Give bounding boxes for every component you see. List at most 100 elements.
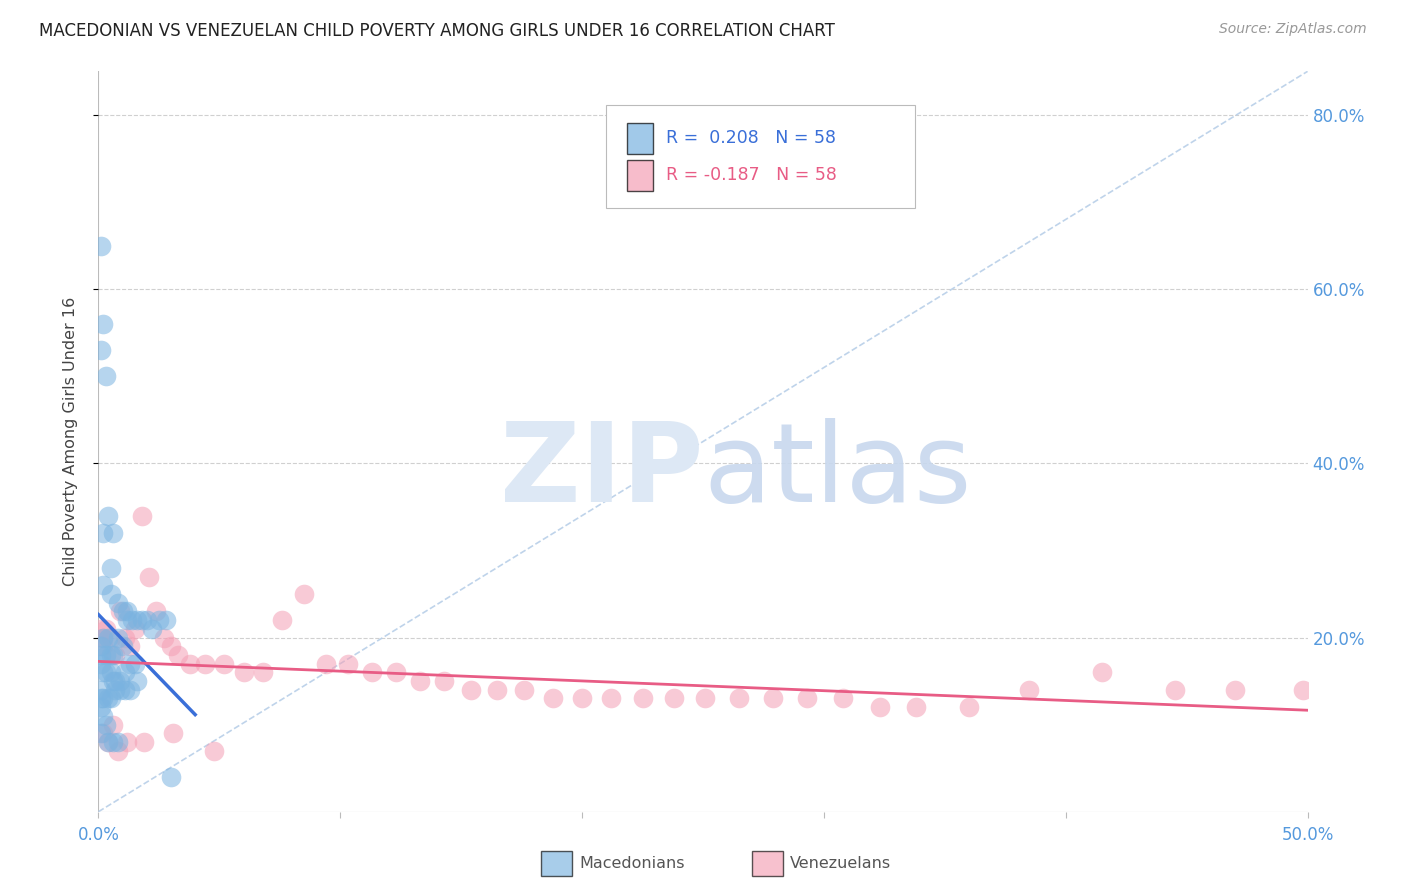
Point [101, 674, 124, 689]
Point [111, 639, 134, 653]
Point [409, 674, 432, 689]
Point [104, 648, 127, 662]
Point [212, 657, 235, 671]
Point [121, 613, 143, 627]
Text: atlas: atlas [703, 417, 972, 524]
Point [94, 648, 117, 662]
Point [162, 726, 184, 740]
Point [90, 622, 112, 636]
Point [100, 587, 122, 601]
Point [100, 691, 122, 706]
Point [91, 665, 114, 680]
Y-axis label: Child Poverty Among Girls Under 16: Child Poverty Among Girls Under 16 [63, 297, 77, 586]
Text: R = -0.187   N = 58: R = -0.187 N = 58 [665, 166, 837, 184]
Point [131, 508, 153, 523]
Point [101, 735, 124, 749]
Point [101, 526, 124, 541]
Point [134, 735, 156, 749]
Point [460, 682, 482, 697]
Point [1091, 665, 1114, 680]
Point [179, 657, 201, 671]
Text: R =  0.208   N = 58: R = 0.208 N = 58 [665, 129, 835, 147]
Point [91, 578, 114, 592]
Point [114, 631, 136, 645]
Point [107, 596, 129, 610]
Point [204, 744, 226, 758]
Point [194, 657, 217, 671]
Point [160, 639, 183, 653]
Point [94, 369, 117, 384]
Text: MACEDONIAN VS VENEZUELAN CHILD POVERTY AMONG GIRLS UNDER 16 CORRELATION CHART: MACEDONIAN VS VENEZUELAN CHILD POVERTY A… [39, 22, 835, 40]
Point [118, 657, 141, 671]
Point [796, 691, 818, 706]
Point [101, 717, 124, 731]
Point [486, 682, 509, 697]
Point [107, 744, 129, 758]
Point [91, 691, 114, 706]
Point [97, 735, 120, 749]
Point [148, 613, 170, 627]
Point [869, 700, 891, 714]
Point [90, 657, 112, 671]
Point [94, 665, 117, 680]
Point [104, 682, 127, 697]
Text: Venezuelans: Venezuelans [790, 856, 891, 871]
Point [104, 674, 127, 689]
Point [94, 622, 117, 636]
Point [957, 700, 980, 714]
Point [90, 726, 112, 740]
Point [155, 613, 177, 627]
Point [100, 631, 122, 645]
Point [90, 343, 112, 357]
Point [100, 561, 122, 575]
Point [131, 613, 153, 627]
Point [124, 657, 146, 671]
Point [100, 648, 122, 662]
Point [232, 665, 254, 680]
Point [107, 735, 129, 749]
Point [114, 682, 136, 697]
Point [90, 682, 112, 697]
Text: ZIP: ZIP [499, 417, 703, 524]
Point [695, 691, 717, 706]
Point [114, 665, 136, 680]
Point [1018, 682, 1040, 697]
Point [90, 700, 112, 714]
Point [90, 691, 112, 706]
Point [292, 587, 315, 601]
Point [118, 639, 141, 653]
Point [91, 631, 114, 645]
Point [1292, 682, 1315, 697]
Point [124, 622, 146, 636]
Point [91, 631, 114, 645]
Point [111, 604, 134, 618]
Point [571, 691, 593, 706]
Point [101, 648, 124, 662]
Point [152, 631, 174, 645]
Point [97, 508, 120, 523]
Point [385, 665, 408, 680]
Point [91, 526, 114, 541]
Point [108, 682, 131, 697]
Point [360, 665, 382, 680]
Point [135, 613, 157, 627]
Point [600, 691, 623, 706]
Point [90, 639, 112, 653]
Point [90, 238, 112, 252]
Point [662, 691, 685, 706]
Point [160, 770, 183, 784]
Point [433, 674, 456, 689]
Point [145, 604, 167, 618]
Point [252, 665, 274, 680]
FancyBboxPatch shape [606, 104, 915, 209]
Point [728, 691, 751, 706]
Point [97, 631, 120, 645]
FancyBboxPatch shape [627, 123, 654, 154]
Point [94, 717, 117, 731]
FancyBboxPatch shape [627, 161, 654, 191]
Text: Source: ZipAtlas.com: Source: ZipAtlas.com [1219, 22, 1367, 37]
Point [315, 657, 337, 671]
Point [832, 691, 855, 706]
Point [100, 665, 122, 680]
Point [127, 674, 149, 689]
